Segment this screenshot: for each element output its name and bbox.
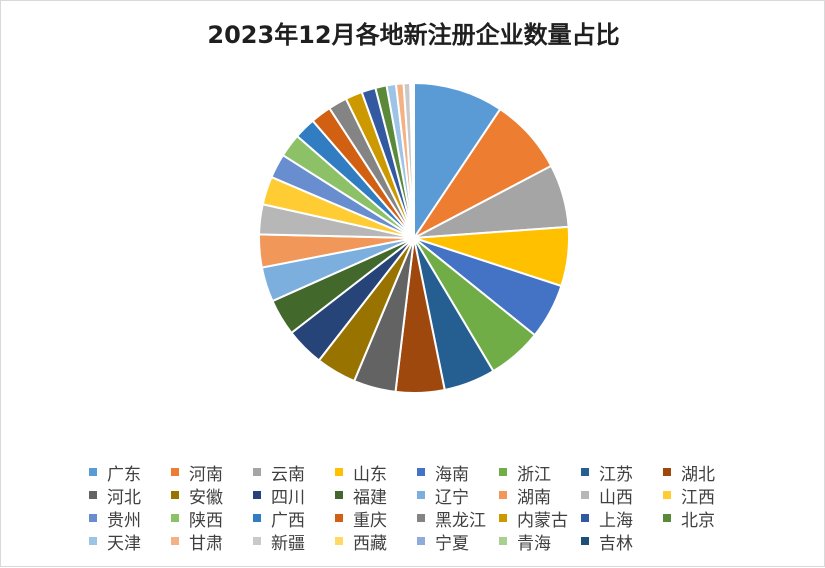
legend-swatch xyxy=(663,491,671,499)
legend-swatch xyxy=(417,514,425,522)
legend-item: 宁夏 xyxy=(417,531,499,554)
legend-item: 四川 xyxy=(253,485,335,508)
legend-swatch xyxy=(171,537,179,545)
legend-label: 北京 xyxy=(681,510,715,531)
legend-swatch xyxy=(417,468,425,476)
legend-swatch xyxy=(581,514,589,522)
legend-item: 湖北 xyxy=(663,462,745,485)
legend-swatch xyxy=(253,491,261,499)
legend-swatch xyxy=(499,514,507,522)
legend-swatch xyxy=(253,537,261,545)
legend-swatch xyxy=(663,468,671,476)
legend-label: 贵州 xyxy=(107,510,141,531)
legend-item: 天津 xyxy=(89,531,171,554)
legend-item: 西藏 xyxy=(335,531,417,554)
legend-label: 四川 xyxy=(271,487,305,508)
pie-slice-0 xyxy=(413,81,502,242)
legend-item: 吉林 xyxy=(581,531,663,554)
legend-label: 山西 xyxy=(599,487,633,508)
legend-label: 青海 xyxy=(517,533,551,554)
legend-label: 湖南 xyxy=(517,487,551,508)
legend-label: 广西 xyxy=(271,510,305,531)
legend-item: 贵州 xyxy=(89,508,171,531)
legend-label: 辽宁 xyxy=(435,487,469,508)
legend-item: 甘肃 xyxy=(171,531,253,554)
legend-swatch xyxy=(417,537,425,545)
legend-swatch xyxy=(89,537,97,545)
legend-item: 湖南 xyxy=(499,485,581,508)
legend-item: 上海 xyxy=(581,508,663,531)
legend-item: 海南 xyxy=(417,462,499,485)
legend-label: 河北 xyxy=(107,487,141,508)
legend-item: 内蒙古 xyxy=(499,508,581,531)
legend-swatch xyxy=(89,491,97,499)
legend-item: 江西 xyxy=(663,485,745,508)
legend-label: 山东 xyxy=(353,464,387,485)
legend-item: 河南 xyxy=(171,462,253,485)
legend-label: 海南 xyxy=(435,464,469,485)
legend-swatch xyxy=(335,491,343,499)
legend-item: 山西 xyxy=(581,485,663,508)
legend-swatch xyxy=(335,537,343,545)
legend-label: 河南 xyxy=(189,464,223,485)
legend-item: 浙江 xyxy=(499,462,581,485)
legend-item: 陕西 xyxy=(171,508,253,531)
legend-swatch xyxy=(171,514,179,522)
legend-item: 山东 xyxy=(335,462,417,485)
legend-item: 重庆 xyxy=(335,508,417,531)
pie-slice-30 xyxy=(412,81,415,239)
legend-swatch xyxy=(335,514,343,522)
legend-swatch xyxy=(335,468,343,476)
legend-item: 新疆 xyxy=(253,531,335,554)
legend-swatch xyxy=(253,468,261,476)
legend-item: 安徽 xyxy=(171,485,253,508)
legend-swatch xyxy=(499,491,507,499)
legend-swatch xyxy=(499,468,507,476)
legend-label: 江苏 xyxy=(599,464,633,485)
legend: 广东 河南 云南 山东 海南 浙江 江苏 湖北河北 安徽 四川 福建 辽宁 湖南 山西 江西贵州 陕西 广西 重庆… xyxy=(89,462,749,554)
legend-swatch xyxy=(581,468,589,476)
legend-swatch xyxy=(89,468,97,476)
legend-swatch xyxy=(89,514,97,522)
legend-label: 天津 xyxy=(107,533,141,554)
legend-label: 新疆 xyxy=(271,533,305,554)
legend-item: 广西 xyxy=(253,508,335,531)
legend-item: 福建 xyxy=(335,485,417,508)
legend-item: 江苏 xyxy=(581,462,663,485)
legend-swatch xyxy=(171,468,179,476)
legend-swatch xyxy=(581,537,589,545)
legend-swatch xyxy=(253,514,261,522)
legend-item: 黑龙江 xyxy=(417,508,499,531)
legend-label: 上海 xyxy=(599,510,633,531)
legend-item: 云南 xyxy=(253,462,335,485)
chart-title: 2023年12月各地新注册企业数量占比 xyxy=(207,21,620,49)
legend-label: 陕西 xyxy=(189,510,223,531)
legend-label: 西藏 xyxy=(353,533,387,554)
legend-label: 广东 xyxy=(107,464,141,485)
legend-swatch xyxy=(499,537,507,545)
legend-swatch xyxy=(417,491,425,499)
legend-label: 湖北 xyxy=(681,464,715,485)
legend-label: 宁夏 xyxy=(435,533,469,554)
legend-label: 安徽 xyxy=(189,487,223,508)
legend-item: 广东 xyxy=(89,462,171,485)
legend-label: 甘肃 xyxy=(189,533,223,554)
legend-item: 北京 xyxy=(663,508,745,531)
legend-label: 重庆 xyxy=(353,510,387,531)
legend-swatch xyxy=(663,514,671,522)
legend-swatch xyxy=(171,491,179,499)
legend-item: 青海 xyxy=(499,531,581,554)
legend-label: 云南 xyxy=(271,464,305,485)
legend-label: 黑龙江 xyxy=(435,510,486,531)
legend-swatch xyxy=(581,491,589,499)
legend-label: 福建 xyxy=(353,487,387,508)
legend-label: 吉林 xyxy=(599,533,633,554)
legend-label: 内蒙古 xyxy=(517,510,568,531)
legend-item: 辽宁 xyxy=(417,485,499,508)
legend-label: 浙江 xyxy=(517,464,551,485)
legend-item: 河北 xyxy=(89,485,171,508)
legend-label: 江西 xyxy=(681,487,715,508)
